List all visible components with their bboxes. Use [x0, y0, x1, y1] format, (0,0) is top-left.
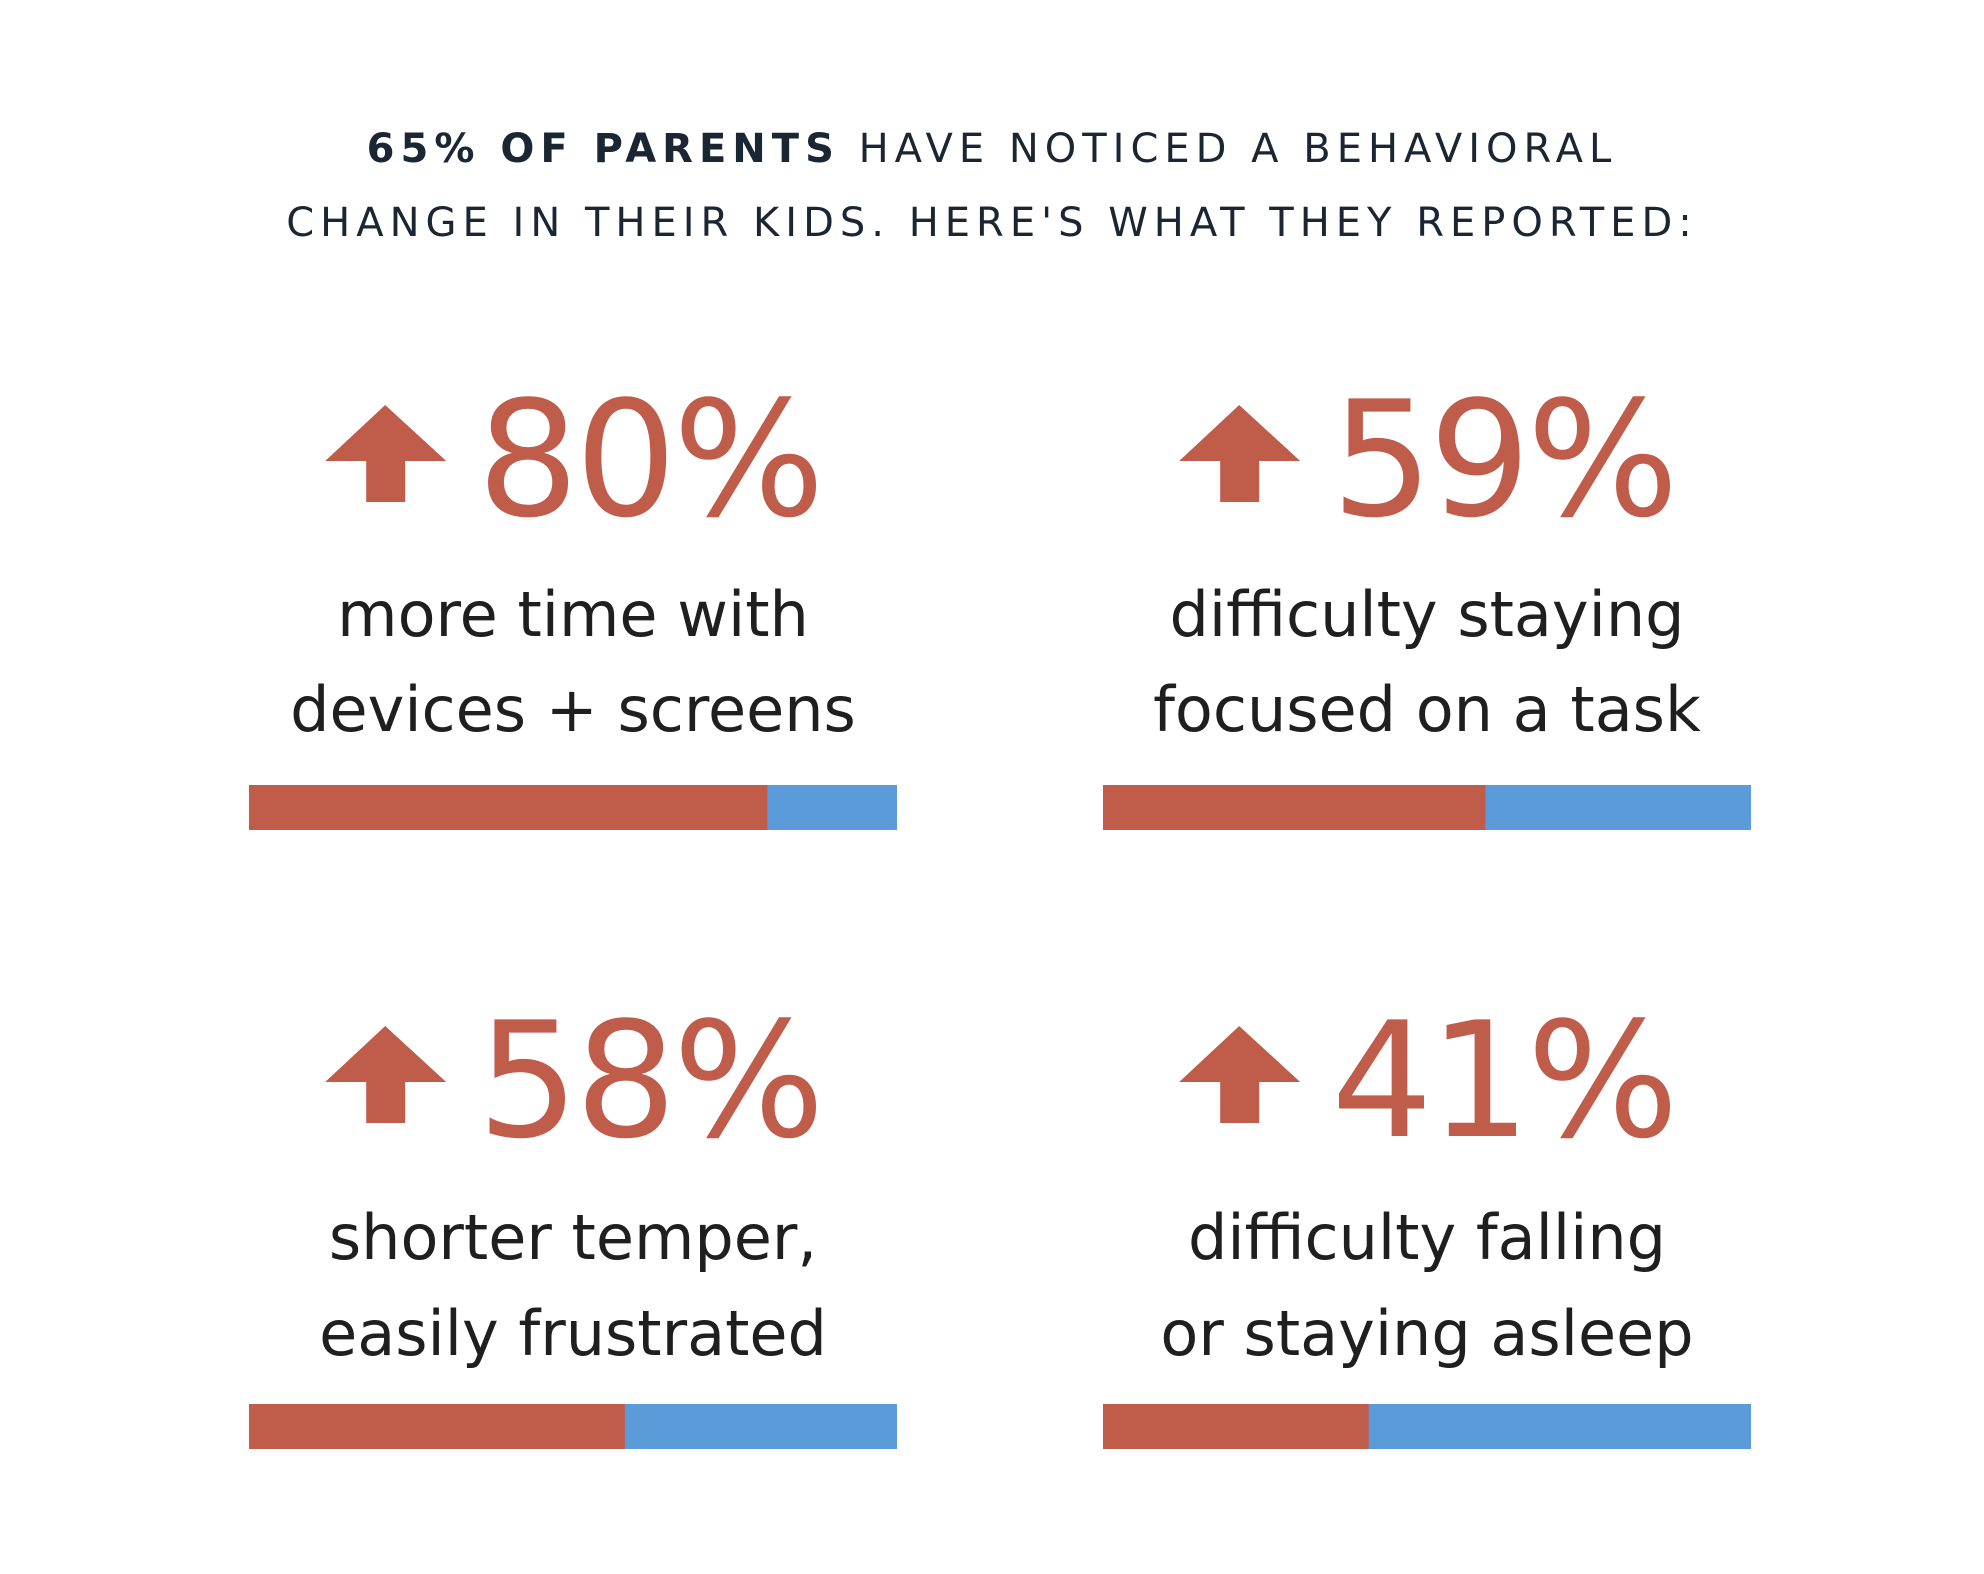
bar — [249, 1404, 625, 1449]
up-arrow — [1179, 405, 1301, 502]
value-label: 41% — [1331, 987, 1675, 1174]
up-arrow — [325, 1026, 447, 1123]
category-label: focused on a task — [1153, 673, 1701, 746]
stat-heading: 41% — [1179, 987, 1679, 1174]
category-label: difficulty staying — [1169, 578, 1684, 651]
category-label: difficulty falling — [1188, 1201, 1666, 1274]
category-label: more time with — [337, 578, 809, 651]
title-line: CHANGE IN THEIR KIDS. HERE'S WHAT THEY R… — [286, 200, 1697, 246]
category-label: shorter temper, — [329, 1201, 817, 1274]
up-arrow — [1179, 1026, 1301, 1123]
title-text: HAVE NOTICED A BEHAVIORAL — [859, 126, 1618, 172]
up-arrow — [325, 405, 447, 502]
stat-heading: 58% — [325, 987, 825, 1174]
bar — [1103, 785, 1486, 830]
bar — [1103, 1404, 1369, 1449]
bar — [249, 785, 768, 830]
value-label: 80% — [477, 366, 821, 553]
title-emphasis: 65% OF PARENTS — [367, 126, 840, 172]
stat-heading: 59% — [1179, 366, 1679, 553]
category-label: or staying asleep — [1160, 1297, 1693, 1370]
value-label: 58% — [477, 987, 821, 1174]
category-label: devices + screens — [290, 673, 856, 746]
title-line: 65% OF PARENTS HAVE NOTICED A BEHAVIORAL — [367, 126, 1618, 172]
category-label: easily frustrated — [319, 1297, 827, 1370]
value-label: 59% — [1331, 366, 1675, 553]
stat-heading: 80% — [325, 366, 825, 553]
